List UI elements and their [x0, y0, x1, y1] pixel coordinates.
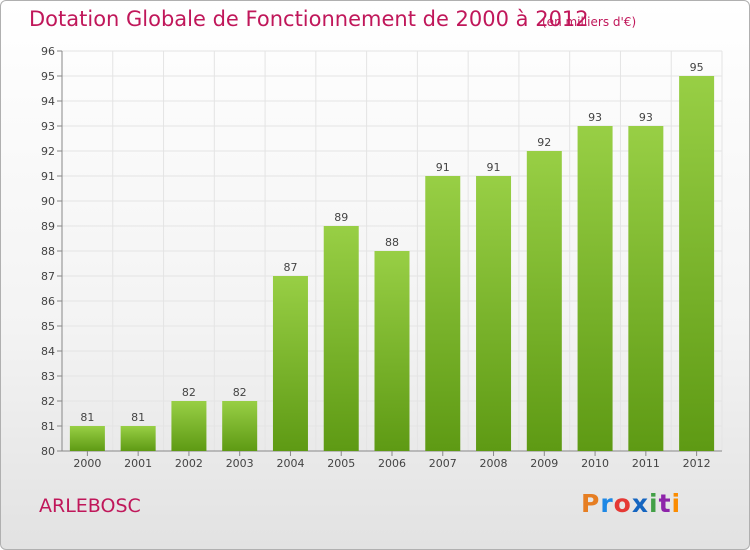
x-tick-label: 2011 [632, 457, 660, 470]
x-tick-label: 2009 [530, 457, 558, 470]
x-tick-label: 2000 [73, 457, 101, 470]
y-tick-label: 88 [41, 245, 55, 258]
logo-letter: r [600, 489, 614, 518]
bar-2007 [425, 176, 461, 451]
y-tick-label: 87 [41, 270, 55, 283]
bar-2000 [69, 426, 105, 451]
value-label: 81 [80, 411, 94, 424]
x-tick-label: 2006 [378, 457, 406, 470]
y-tick-label: 94 [41, 95, 55, 108]
logo-letter: o [613, 489, 632, 518]
logo-letter: x [631, 489, 649, 518]
value-label: 89 [334, 211, 348, 224]
bar-2011 [628, 126, 664, 451]
logo-letter: i [671, 489, 682, 518]
bar-2005 [323, 226, 359, 451]
bar-2008 [476, 176, 512, 451]
value-label: 92 [537, 136, 551, 149]
y-tick-label: 90 [41, 195, 55, 208]
y-tick-label: 96 [41, 45, 55, 58]
x-tick-label: 2003 [226, 457, 254, 470]
y-tick-label: 80 [41, 445, 55, 458]
bar-2010 [577, 126, 613, 451]
logo-letter: i [649, 489, 659, 518]
bar-2002 [171, 401, 207, 451]
bar-2003 [222, 401, 258, 451]
value-label: 93 [639, 111, 653, 124]
bar-2004 [272, 276, 308, 451]
y-tick-label: 93 [41, 120, 55, 133]
chart-title: Dotation Globale de Fonctionnement de 20… [29, 7, 589, 31]
bar-2006 [374, 251, 410, 451]
bar-2009 [526, 151, 562, 451]
value-label: 88 [385, 236, 399, 249]
bar-2012 [679, 76, 715, 451]
x-tick-label: 2001 [124, 457, 152, 470]
y-tick-label: 81 [41, 420, 55, 433]
y-tick-label: 95 [41, 70, 55, 83]
unit-label: (en milliers d'€) [542, 15, 637, 29]
value-label: 81 [131, 411, 145, 424]
y-tick-label: 86 [41, 295, 55, 308]
y-tick-label: 85 [41, 320, 55, 333]
x-tick-label: 2005 [327, 457, 355, 470]
x-tick-label: 2012 [683, 457, 711, 470]
value-label: 93 [588, 111, 602, 124]
value-label: 82 [182, 386, 196, 399]
logo-letter: t [658, 489, 672, 518]
x-tick-label: 2007 [429, 457, 457, 470]
y-tick-label: 91 [41, 170, 55, 183]
y-tick-label: 82 [41, 395, 55, 408]
bar-2001 [120, 426, 156, 451]
y-tick-label: 84 [41, 345, 55, 358]
x-tick-label: 2004 [276, 457, 304, 470]
y-tick-label: 89 [41, 220, 55, 233]
value-label: 82 [233, 386, 247, 399]
value-label: 91 [487, 161, 501, 174]
value-label: 91 [436, 161, 450, 174]
x-tick-label: 2002 [175, 457, 203, 470]
y-tick-label: 83 [41, 370, 55, 383]
logo-letter: P [581, 489, 601, 518]
x-tick-label: 2010 [581, 457, 609, 470]
proxiti-logo: Proxiti [581, 489, 681, 518]
value-label: 87 [283, 261, 297, 274]
value-label: 95 [690, 61, 704, 74]
y-tick-label: 92 [41, 145, 55, 158]
x-tick-label: 2008 [480, 457, 508, 470]
commune-name: ARLEBOSC [39, 495, 141, 517]
